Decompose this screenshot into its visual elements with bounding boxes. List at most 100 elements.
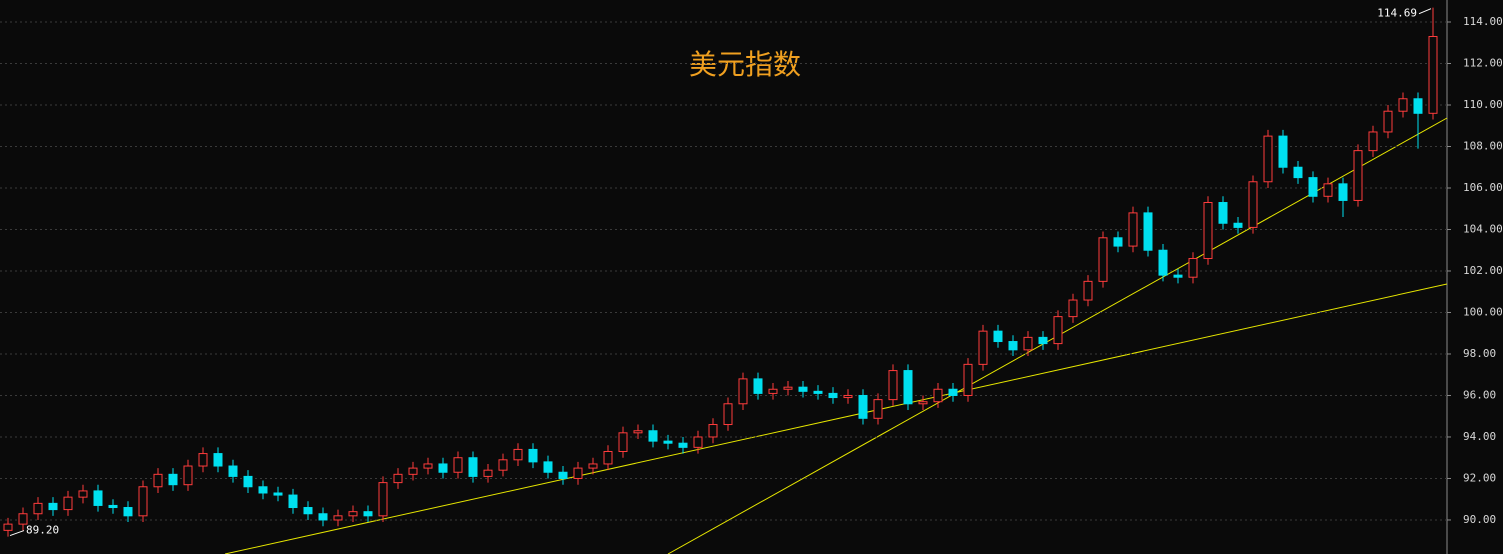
candle-body (648, 430, 658, 442)
candle-body (753, 378, 763, 394)
candle-body (213, 453, 223, 467)
max-annotation: 114.69 (1377, 7, 1417, 20)
candle-body (993, 330, 1003, 343)
y-tick-label: 92.00 (1463, 471, 1496, 484)
candle-body (18, 513, 28, 525)
candle-body (768, 388, 778, 394)
candle-body (933, 388, 943, 403)
candle-body (93, 490, 103, 506)
candle-body (1038, 336, 1048, 345)
candle-body (1143, 212, 1153, 251)
candle-body (228, 465, 238, 477)
candle-body (903, 370, 913, 405)
candle-body (1113, 237, 1123, 247)
y-tick-label: 114.00 (1463, 15, 1503, 28)
candle-body (123, 507, 133, 517)
candle-body (1128, 212, 1138, 247)
y-tick-label: 104.00 (1463, 222, 1503, 235)
candle-body (948, 388, 958, 396)
candle-body (348, 511, 358, 517)
candle-body (1428, 36, 1438, 114)
y-tick-label: 96.00 (1463, 388, 1496, 401)
candle-body (1188, 258, 1198, 278)
candle-body (828, 392, 838, 399)
candle-body (468, 457, 478, 477)
y-tick-label: 106.00 (1463, 181, 1503, 194)
candle-body (888, 370, 898, 401)
candle-body (303, 507, 313, 515)
y-tick-label: 108.00 (1463, 139, 1503, 152)
candle-body (873, 399, 883, 419)
candle-body (1173, 274, 1183, 278)
candle-body (78, 490, 88, 498)
candle-body (393, 473, 403, 484)
annotation-arrow (1418, 8, 1432, 15)
candle-body (723, 403, 733, 426)
y-tick-label: 94.00 (1463, 430, 1496, 443)
y-tick-label: 110.00 (1463, 98, 1503, 111)
candle-body (363, 511, 373, 517)
candle-body (1053, 316, 1063, 345)
candle-body (258, 486, 268, 494)
candle-body (378, 482, 388, 517)
candle-body (1413, 98, 1423, 114)
candle-body (1278, 135, 1288, 168)
y-tick-label: 98.00 (1463, 347, 1496, 360)
y-tick-label: 90.00 (1463, 513, 1496, 526)
candle-body (1293, 166, 1303, 179)
candle-body (1068, 299, 1078, 318)
candle-body (813, 390, 823, 394)
candle-body (453, 457, 463, 473)
candle-body (783, 386, 793, 390)
candle-body (1218, 202, 1228, 224)
candle-body (678, 442, 688, 448)
annotation-arrow (9, 530, 25, 537)
candle-body (1158, 249, 1168, 276)
candle-body (33, 502, 43, 515)
candle-body (963, 363, 973, 396)
candle-body (918, 401, 928, 405)
candle-body (1353, 150, 1363, 201)
candle-body (1098, 237, 1108, 282)
min-annotation: 89.20 (26, 524, 59, 537)
candle-body (1308, 177, 1318, 197)
candle-body (603, 450, 613, 465)
chart-title: 美元指数 (689, 48, 801, 81)
candle-body (738, 378, 748, 405)
candle-body (423, 463, 433, 469)
candle-body (1203, 202, 1213, 260)
candle-body (153, 473, 163, 488)
candle-body (1368, 131, 1378, 152)
candle-body (243, 475, 253, 488)
candle-body (513, 448, 523, 461)
candle-body (1023, 336, 1033, 351)
candle-body (288, 494, 298, 509)
candle-body (1248, 181, 1258, 228)
candle-body (798, 386, 808, 392)
candle-body (1083, 280, 1093, 301)
y-tick-label: 100.00 (1463, 305, 1503, 318)
y-tick-label: 112.00 (1463, 56, 1503, 69)
candle-body (588, 463, 598, 469)
candle-body (3, 523, 13, 531)
candle-body (333, 515, 343, 521)
trend-line (224, 283, 1448, 554)
candle-body (558, 471, 568, 479)
candle-body (63, 496, 73, 511)
candle-body (138, 486, 148, 517)
candle-body (633, 430, 643, 434)
candle-body (483, 469, 493, 477)
candle-body (318, 513, 328, 521)
candle-body (438, 463, 448, 473)
candle-body (1263, 135, 1273, 183)
candle-body (573, 467, 583, 479)
candle-body (663, 440, 673, 444)
candle-body (528, 448, 538, 463)
candle-body (1383, 110, 1393, 133)
candle-body (108, 504, 118, 509)
candle-body (48, 502, 58, 511)
candle-body (1008, 341, 1018, 351)
candle-body (183, 465, 193, 486)
candle-body (408, 467, 418, 475)
